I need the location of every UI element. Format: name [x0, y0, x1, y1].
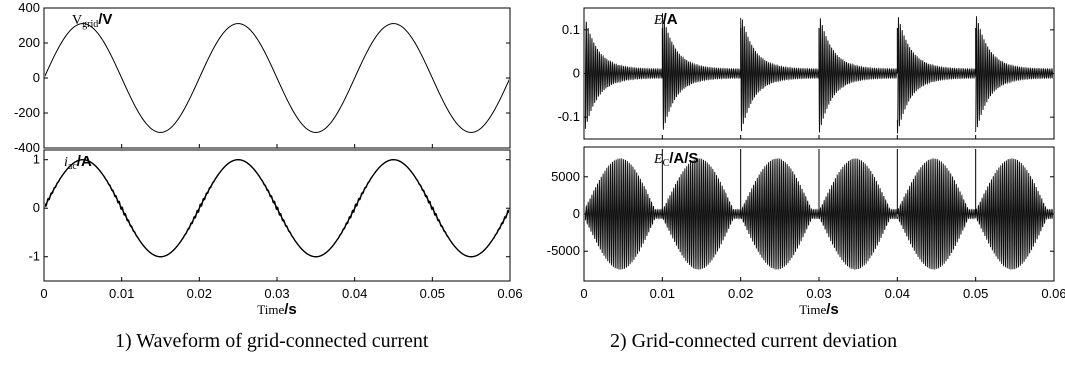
x-tick-label: 0.04: [342, 286, 367, 301]
series-line-vgrid: [45, 23, 509, 133]
x-tick-label: 0.03: [264, 286, 289, 301]
x-tick-label: 0: [580, 286, 587, 301]
y-tick-label: 0: [33, 70, 40, 85]
caption-left: 1) Waveform of grid-connected current: [115, 330, 429, 352]
series-ripple-iac: [45, 159, 509, 258]
burst-E-2: [740, 17, 820, 132]
burst-Ec-4: [896, 158, 977, 270]
x-tick-label: 0.01: [109, 286, 134, 301]
y-tick-label: 5000: [551, 169, 580, 184]
burst-Ec-5: [975, 158, 1053, 270]
y-tick-label: 1: [33, 152, 40, 167]
y-axis-label-E: E/A: [653, 11, 678, 28]
y-tick-label: -0.1: [558, 109, 580, 124]
burst-E-5: [975, 16, 1053, 133]
plot-frame-iac: [43, 149, 511, 282]
x-axis-label-Ec: Time/s: [799, 301, 839, 318]
burst-E-4: [896, 17, 977, 134]
x-tick-label: 0.04: [885, 286, 910, 301]
burst-Ec-3: [818, 158, 898, 270]
x-tick-label: 0: [40, 286, 47, 301]
y-tick-label: 0.1: [562, 22, 580, 37]
burst-E-3: [818, 17, 898, 133]
y-tick-label: 400: [18, 0, 40, 15]
y-tick-label: -1: [28, 249, 40, 264]
burst-E-0: [585, 17, 663, 129]
y-tick-label: 200: [18, 35, 40, 50]
y-tick-label: -200: [14, 105, 40, 120]
caption-right: 2) Grid-connected current deviation: [610, 330, 898, 352]
chart-Ec: EC/A/S Time/s: [583, 146, 1055, 318]
x-tick-label: 0.03: [806, 286, 831, 301]
burst-Ec-2: [740, 157, 820, 270]
y-axis-label-Ec: EC/A/S: [653, 150, 698, 169]
burst-Ec-0: [585, 158, 663, 270]
x-tick-label: 0.01: [650, 286, 675, 301]
y-tick-label: 0: [573, 206, 580, 221]
x-tick-label: 0.05: [420, 286, 445, 301]
x-axis-label-iac: Time/s: [257, 301, 297, 318]
chart-E: E/A: [583, 7, 1055, 140]
x-tick-label: 0.02: [728, 286, 753, 301]
chart-vgrid: Vgrid/V: [43, 7, 511, 149]
chart-iac: iac/A Time/s: [43, 149, 511, 318]
x-tick-label: 0.02: [187, 286, 212, 301]
y-tick-label: -5000: [547, 243, 580, 258]
y-tick-label: 0: [33, 200, 40, 215]
burst-Ec-1: [661, 157, 742, 270]
y-tick-label: 0: [573, 66, 580, 81]
x-tick-label: 0.06: [1041, 286, 1065, 301]
y-axis-label-iac: iac/A: [64, 153, 92, 172]
burst-E-1: [661, 13, 742, 130]
y-tick-label: -400: [14, 140, 40, 155]
x-tick-label: 0.05: [963, 286, 988, 301]
y-axis-label-vgrid: Vgrid/V: [72, 11, 112, 30]
x-tick-label: 0.06: [497, 286, 522, 301]
